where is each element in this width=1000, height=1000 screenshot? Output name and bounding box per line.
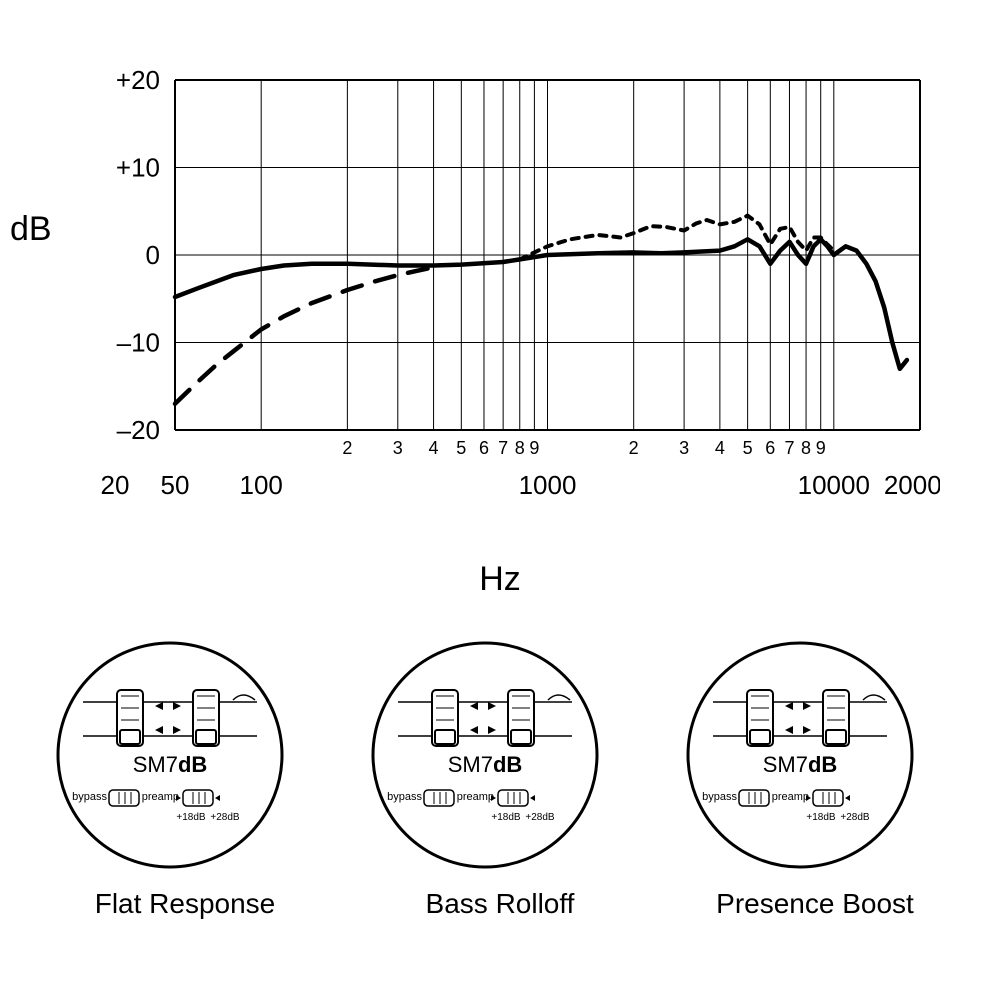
svg-text:8: 8 (801, 438, 811, 458)
svg-text:preamp: preamp (142, 791, 179, 803)
svg-text:–10: –10 (117, 328, 160, 358)
svg-text:6: 6 (479, 438, 489, 458)
svg-text:–20: –20 (117, 415, 160, 445)
svg-text:10000: 10000 (798, 470, 870, 500)
svg-text:+28dB: +28dB (210, 812, 240, 823)
switch-circle-presence: SM7dB bypass preamp +18dB +28dB (685, 640, 915, 870)
svg-text:1000: 1000 (519, 470, 577, 500)
svg-text:9: 9 (529, 438, 539, 458)
svg-text:5: 5 (743, 438, 753, 458)
chart-svg: –20–100+10+20234567892345678920501001000… (60, 70, 940, 540)
svg-text:3: 3 (393, 438, 403, 458)
svg-text:SM7dB: SM7dB (763, 752, 838, 777)
svg-text:7: 7 (784, 438, 794, 458)
svg-text:50: 50 (161, 470, 190, 500)
switch-label: Flat Response (55, 888, 315, 920)
svg-text:4: 4 (429, 438, 439, 458)
switch-label: Bass Rolloff (370, 888, 630, 920)
svg-text:0: 0 (146, 240, 160, 270)
svg-text:+18dB: +18dB (176, 812, 206, 823)
switch-bass-rolloff: SM7dB bypass preamp +18dB +28dB Bass Rolloff (370, 640, 630, 920)
svg-text:20000: 20000 (884, 470, 940, 500)
svg-text:+28dB: +28dB (525, 812, 555, 823)
svg-text:6: 6 (765, 438, 775, 458)
svg-text:bypass: bypass (72, 791, 107, 803)
svg-text:SM7dB: SM7dB (133, 752, 208, 777)
svg-text:7: 7 (498, 438, 508, 458)
svg-text:20: 20 (101, 470, 130, 500)
svg-text:3: 3 (679, 438, 689, 458)
switch-diagrams-row: SM7dB bypass preamp +18dB +28dB Flat Respons… (0, 640, 1000, 920)
svg-text:+20: +20 (116, 70, 160, 95)
svg-text:4: 4 (715, 438, 725, 458)
y-axis-label: dB (10, 210, 52, 249)
switch-circle-bass: SM7dB bypass preamp +18dB +28dB (370, 640, 600, 870)
svg-text:+18dB: +18dB (806, 812, 836, 823)
svg-text:9: 9 (816, 438, 826, 458)
svg-text:bypass: bypass (702, 791, 737, 803)
svg-text:+10: +10 (116, 153, 160, 183)
svg-text:+18dB: +18dB (491, 812, 521, 823)
switch-circle-flat: SM7dB bypass preamp +18dB +28dB (55, 640, 285, 870)
x-axis-label: Hz (0, 560, 1000, 599)
svg-text:preamp: preamp (457, 791, 494, 803)
svg-text:+28dB: +28dB (840, 812, 870, 823)
switch-label: Presence Boost (685, 888, 945, 920)
frequency-response-chart: –20–100+10+20234567892345678920501001000… (60, 70, 940, 540)
svg-text:SM7dB: SM7dB (448, 752, 523, 777)
switch-flat-response: SM7dB bypass preamp +18dB +28dB Flat Respons… (55, 640, 315, 920)
svg-text:bypass: bypass (387, 791, 422, 803)
svg-text:8: 8 (515, 438, 525, 458)
svg-text:5: 5 (456, 438, 466, 458)
svg-text:preamp: preamp (772, 791, 809, 803)
svg-text:2: 2 (342, 438, 352, 458)
switch-presence-boost: SM7dB bypass preamp +18dB +28dB Presence Boo… (685, 640, 945, 920)
svg-text:2: 2 (629, 438, 639, 458)
page: dB –20–100+10+20234567892345678920501001… (0, 0, 1000, 1000)
svg-text:100: 100 (239, 470, 282, 500)
